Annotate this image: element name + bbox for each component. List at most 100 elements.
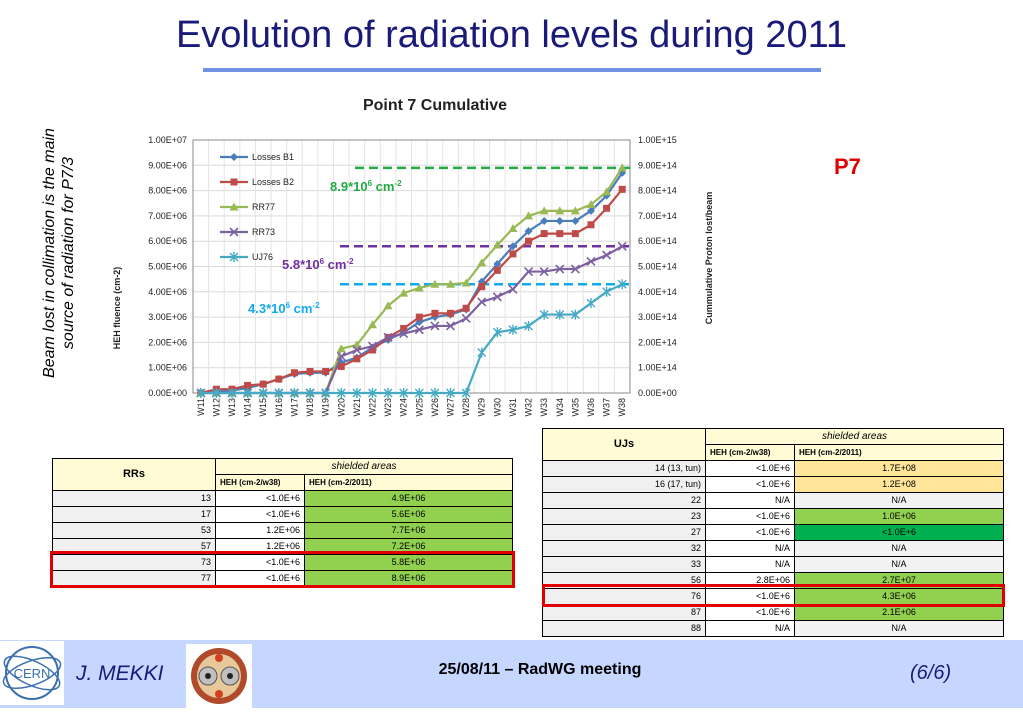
data-point: [539, 206, 549, 215]
data-point: [306, 367, 314, 375]
data-point: [586, 256, 596, 267]
uj-heh-w38: <1.0E+6: [705, 524, 795, 541]
data-point: [556, 230, 564, 238]
data-point: [555, 216, 564, 225]
data-point: [446, 279, 456, 288]
legend-label: RR73: [252, 227, 275, 237]
x-tick-label: W11: [196, 398, 206, 416]
y2-tick-label: 3.00E+14: [638, 312, 677, 322]
detector-icon: [191, 648, 247, 704]
annotation-label: 8.9*106 cm-2: [330, 179, 402, 194]
data-point: [243, 388, 253, 398]
data-point: [509, 250, 517, 258]
data-point: [230, 153, 238, 161]
uj-heh-w38: N/A: [705, 540, 795, 557]
data-point: [431, 309, 439, 317]
x-tick-label: W31: [508, 398, 518, 417]
uj-col-2011: HEH (cm-2/2011): [794, 444, 1004, 461]
y-tick-label: 1.00E+07: [148, 135, 187, 145]
uj-heh-2011: 1.2E+08: [794, 476, 1004, 493]
y-tick-label: 8.00E+06: [148, 186, 187, 196]
data-point: [336, 351, 346, 361]
data-point: [492, 292, 502, 302]
rr-group-header: shielded areas: [215, 458, 513, 475]
x-tick-label: W38: [617, 398, 627, 417]
chart-annotations: 8.9*106 cm-2 5.8*106 cm-2 4.3*106 cm-2: [248, 166, 630, 316]
uj-heh-w38: N/A: [705, 556, 795, 573]
uj-location: 87: [542, 604, 706, 621]
x-tick-label: W22: [367, 398, 377, 417]
y-axis-label: HEH fluence (cm-2): [112, 267, 122, 350]
data-point: [336, 388, 346, 398]
data-point: [196, 388, 206, 398]
data-point: [555, 309, 565, 320]
cumulative-chart: Point 7 Cumulative 0.00E+00 0.00E+00 1.00E…: [112, 97, 714, 417]
data-point: [352, 388, 362, 398]
data-point: [617, 163, 627, 172]
y-tick-label: 9.00E+06: [148, 160, 187, 170]
data-point: [229, 252, 239, 262]
data-point: [617, 279, 627, 290]
data-point: [570, 264, 580, 274]
rr-heh-2011: 5.6E+06: [304, 506, 513, 523]
rr-heh-w38: 1.2E+06: [215, 522, 305, 539]
data-point: [446, 388, 456, 398]
x-tick-label: W13: [227, 398, 237, 417]
y2-tick-label: 6.00E+14: [638, 236, 677, 246]
data-point: [508, 224, 518, 233]
rr-row: 57 1.2E+06 7.2E+06: [52, 538, 513, 555]
data-point: [570, 206, 580, 215]
author-name: J. MEKKI: [76, 662, 164, 685]
uj-heh-2011: N/A: [794, 540, 1004, 557]
uj-heh-2011: <1.0E+6: [794, 524, 1004, 541]
data-point: [477, 297, 487, 307]
data-point: [430, 279, 440, 288]
chart-title: Point 7 Cumulative: [363, 97, 507, 114]
data-point: [399, 328, 409, 339]
series-line: [200, 188, 624, 395]
uj-heh-w38: <1.0E+6: [705, 508, 795, 525]
y-tick-label: 5.00E+06: [148, 262, 187, 272]
side-note: Beam lost in collimation is the main sou…: [41, 128, 77, 378]
uj-location: 14 (13, tun): [542, 460, 706, 477]
uj-heh-w38: N/A: [705, 492, 795, 509]
uj-heh-w38: <1.0E+6: [705, 588, 795, 605]
chart-legend: Losses B1 Losses B2 RR77 RR73 UJ76: [220, 152, 294, 262]
y2-tick-label: 5.00E+14: [638, 262, 677, 272]
x-tick-label: W29: [477, 398, 487, 417]
x-tick-label: W37: [602, 398, 612, 417]
y-tick-label: 2.00E+06: [148, 337, 187, 347]
chart-series: [196, 163, 627, 398]
x-tick-label: W28: [461, 398, 471, 417]
data-point: [555, 264, 565, 274]
data-point: [244, 381, 252, 389]
data-point: [586, 298, 596, 309]
x-tick-label: W15: [258, 398, 268, 417]
data-point: [462, 304, 470, 312]
data-point: [461, 313, 471, 323]
uj-row: 87 <1.0E+6 2.1E+06: [542, 604, 1004, 621]
y2-tick-label: 7.00E+14: [638, 211, 677, 221]
data-point: [415, 313, 423, 321]
uj-group-header: shielded areas: [705, 428, 1004, 445]
p7-label: P7: [834, 154, 861, 179]
data-point: [290, 369, 298, 377]
legend-label: UJ76: [252, 252, 273, 262]
uj-heh-2011: 1.7E+08: [794, 460, 1004, 477]
x-tick-label: W32: [524, 398, 534, 417]
rr-heh-2011: 7.7E+06: [304, 522, 513, 539]
data-point: [508, 324, 518, 335]
y2-tick-label: 0.00E+00: [638, 388, 677, 398]
data-point: [477, 347, 487, 358]
rr-heh-w38: <1.0E+6: [215, 490, 305, 507]
data-point: [275, 375, 283, 383]
uj-heh-w38: N/A: [705, 620, 795, 637]
rr-row: 53 1.2E+06 7.7E+06: [52, 522, 513, 539]
uj-location: 88: [542, 620, 706, 637]
y-tick-label: 1.00E+06: [148, 363, 187, 373]
svg-text:CERN: CERN: [14, 666, 51, 681]
data-point: [353, 355, 361, 363]
rr-location: 13: [52, 490, 216, 507]
data-point: [555, 206, 565, 215]
x-tick-label: W18: [305, 398, 315, 417]
